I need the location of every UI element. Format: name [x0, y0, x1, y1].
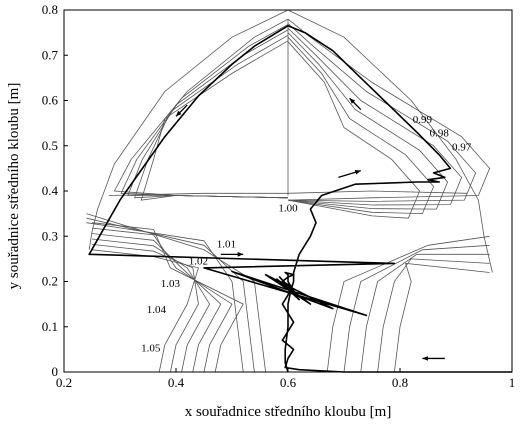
- contour-labels: 0.99 0.980.97 1.00 1.01 1.02 1.03 1.04 1.05: [141, 114, 472, 355]
- contour-line: [140, 40, 289, 201]
- x-axis-title: x souřadnice středního kloubu [m]: [185, 404, 392, 420]
- contour-line: [394, 262, 490, 373]
- y-axis-title: y souřadnice středního kloubu [m]: [6, 83, 22, 290]
- x-tick-label: 1: [509, 375, 516, 390]
- x-tick-label: 0.4: [168, 375, 185, 390]
- contour-label: 1.05: [141, 343, 161, 355]
- contour-line: [287, 9, 493, 273]
- contour-line: [91, 233, 222, 373]
- direction-arrows: [175, 97, 445, 361]
- x-tick-label: 0.6: [280, 375, 297, 390]
- y-tick-label: 0.7: [42, 47, 59, 62]
- direction-arrow-head: [237, 252, 244, 257]
- y-tick-label: 0.8: [42, 2, 58, 17]
- contour-label: 1.01: [217, 239, 236, 251]
- y-tick-label: 0: [52, 364, 59, 379]
- trajectory-series: [88, 25, 512, 373]
- direction-arrow-head: [354, 170, 361, 175]
- y-tick-label: 0.4: [42, 183, 59, 198]
- contour-line: [287, 23, 477, 202]
- contour-line: [91, 238, 211, 373]
- y-tick-label: 0.2: [42, 274, 58, 289]
- contour-line: [88, 9, 289, 250]
- x-tick-label: 0.2: [56, 375, 72, 390]
- contour-line: [86, 213, 266, 373]
- y-tick-label: 0.1: [42, 319, 58, 334]
- contour-line: [377, 258, 490, 373]
- contour-line: [326, 235, 490, 373]
- contour-line: [287, 36, 435, 215]
- contour-label: 0.99: [413, 114, 433, 126]
- contour-line: [120, 24, 289, 199]
- contour-line: [287, 18, 491, 201]
- contour-line: [360, 253, 490, 373]
- contour-label: 1.02: [189, 255, 208, 267]
- contour-line: [287, 27, 463, 206]
- trajectory-line: [88, 25, 512, 373]
- contour-line: [343, 244, 490, 373]
- contour-line: [91, 244, 199, 373]
- contour-label: 1.00: [278, 202, 298, 214]
- axes: 0.2 0.4 0.6 0.8 1 0 0.1 0.2 0.3 0.4 0.5 0.6 0.7 0.8: [42, 2, 516, 390]
- contour-line: [91, 227, 233, 373]
- contour-line: [287, 41, 421, 219]
- contour-line: [91, 222, 244, 373]
- contour-label: 1.03: [161, 278, 181, 290]
- y-tick-label: 0.6: [42, 93, 59, 108]
- contour-lines: [86, 9, 493, 373]
- contour-line: [287, 32, 449, 210]
- y-tick-label: 0.3: [42, 228, 58, 243]
- contour-line: [134, 34, 289, 199]
- direction-arrow-head: [349, 98, 356, 104]
- contour-label: 0.97: [452, 141, 472, 153]
- direction-arrow-head: [422, 356, 428, 361]
- y-tick-label: 0.5: [42, 138, 58, 153]
- contour-label: 0.98: [430, 128, 450, 140]
- contour-label: 1.04: [147, 304, 167, 316]
- x-tick-label: 0.8: [392, 375, 408, 390]
- direction-arrow-head: [176, 110, 182, 117]
